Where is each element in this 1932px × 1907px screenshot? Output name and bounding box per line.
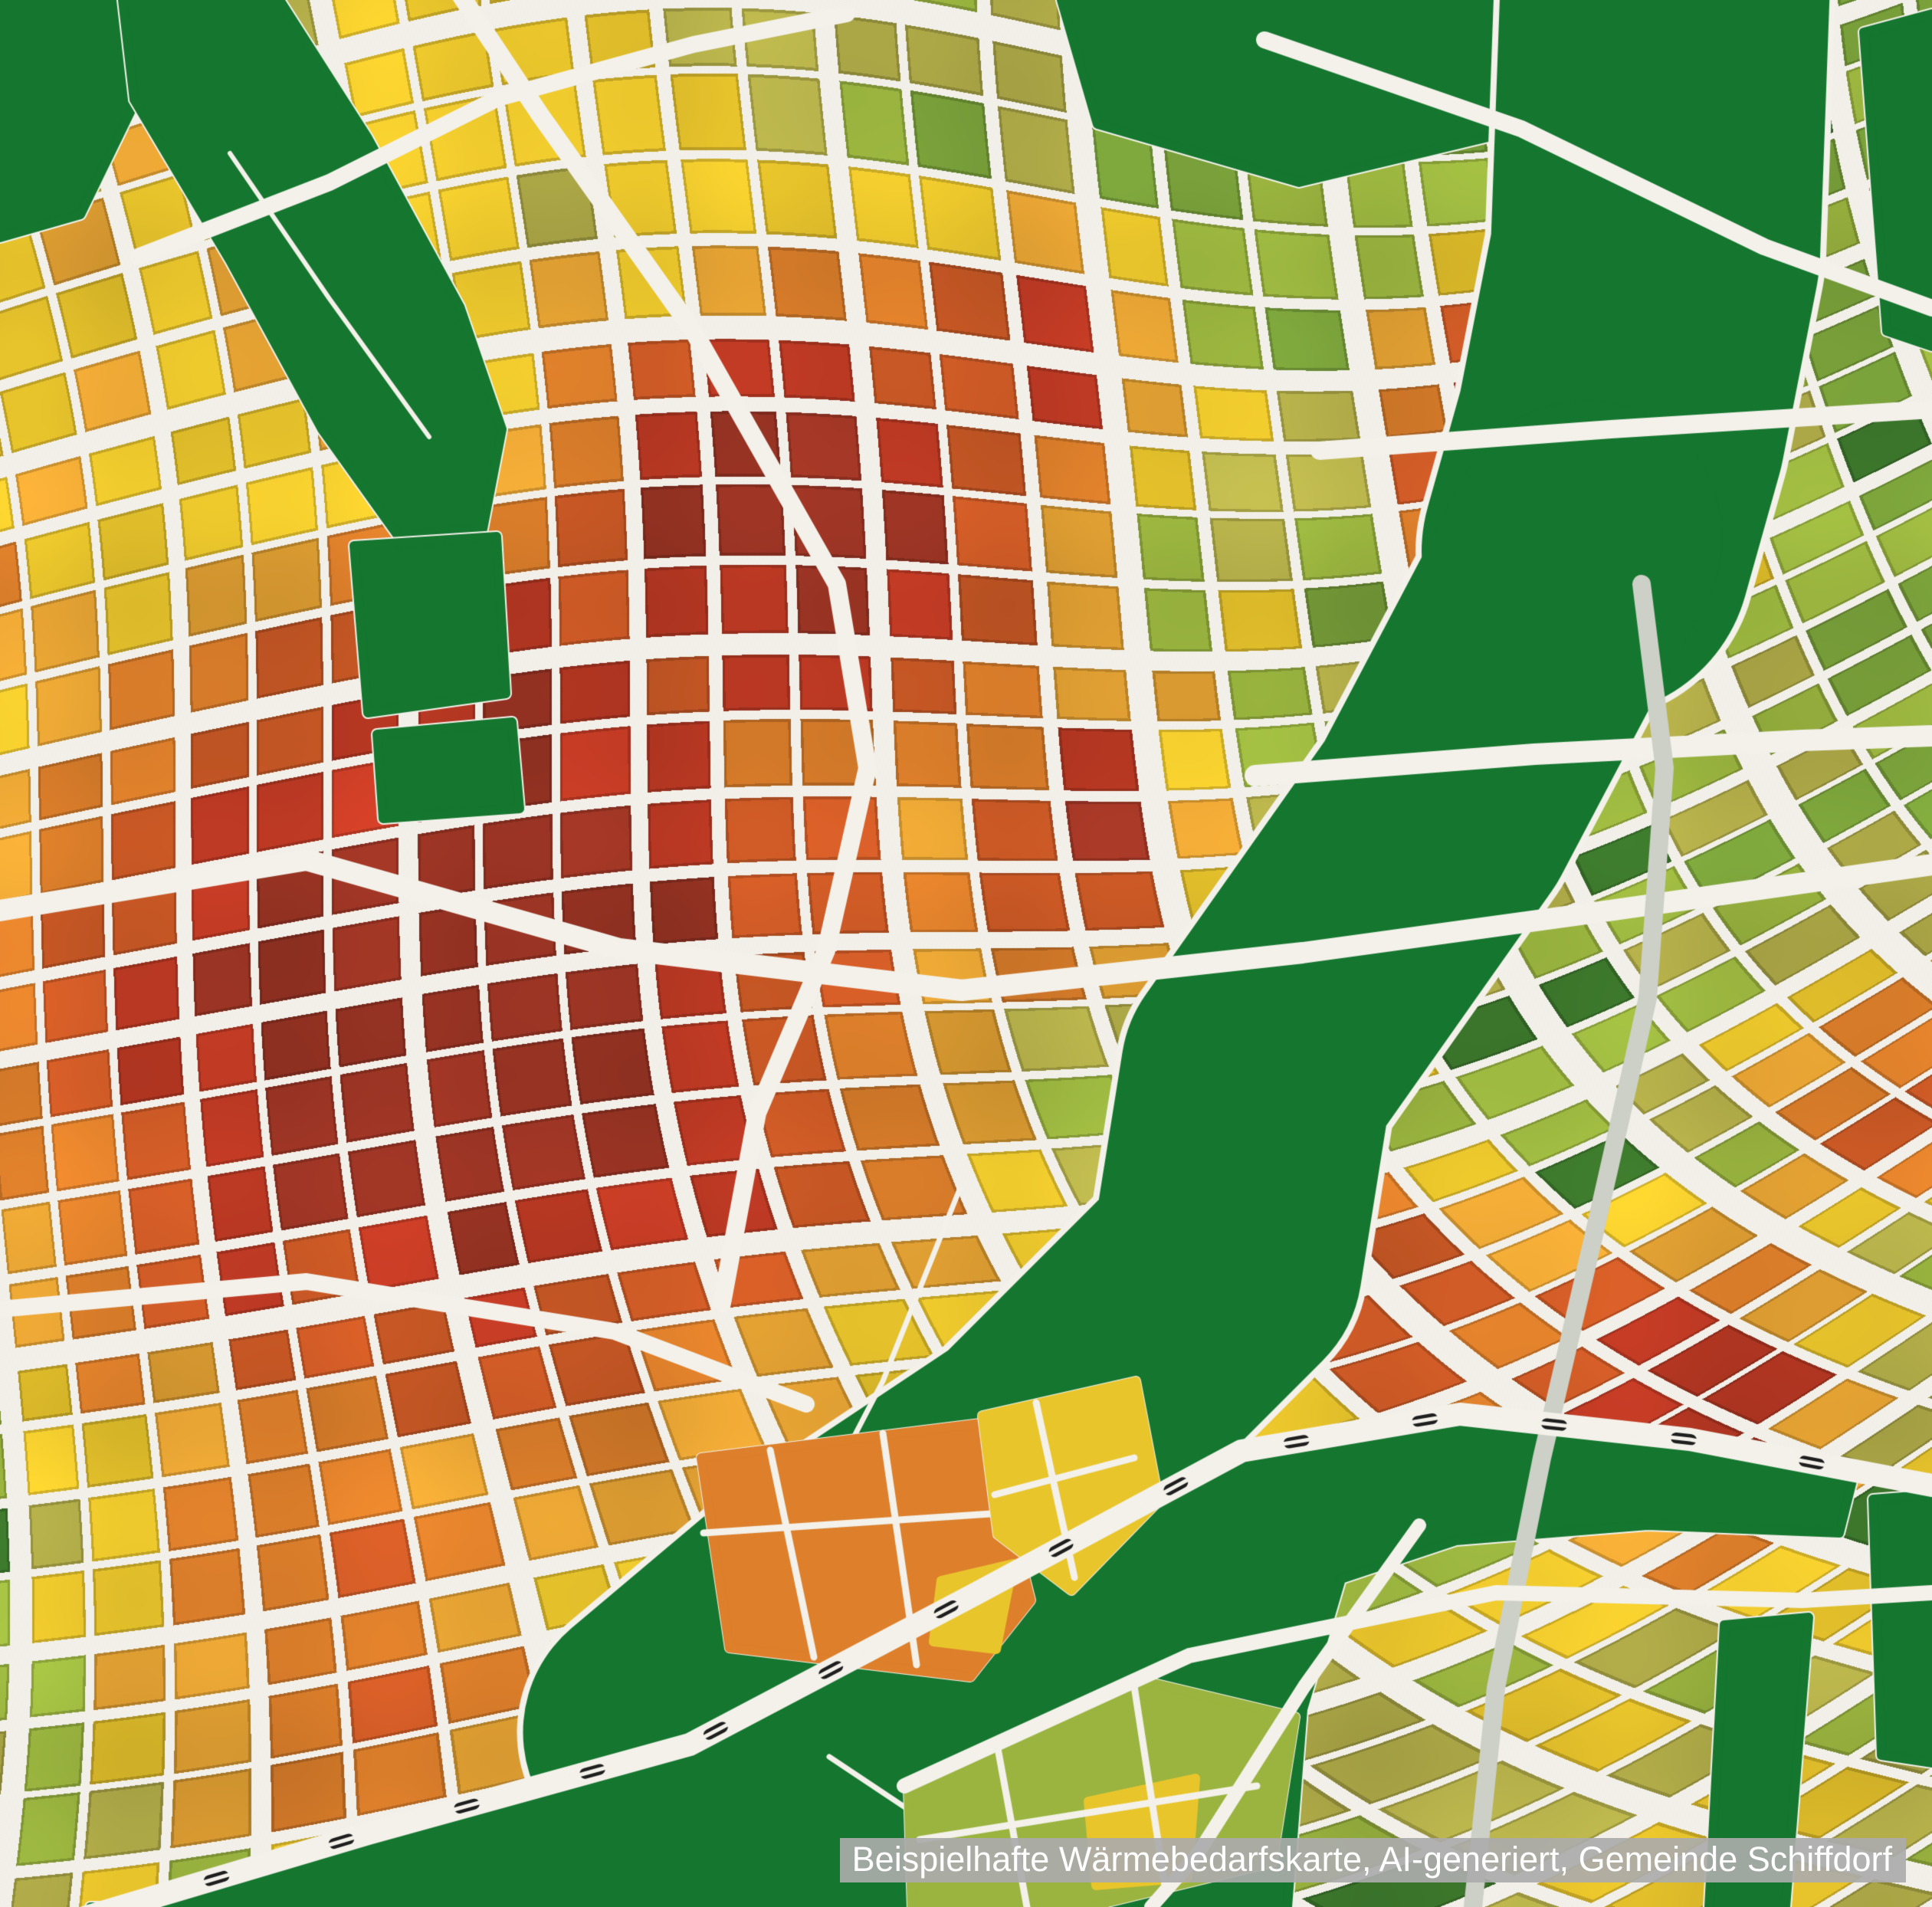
map-caption-text: Beispielhafte Wärmebedarfskarte, AI-gene… [851,1840,1892,1879]
map-caption: Beispielhafte Wärmebedarfskarte, AI-gene… [839,1838,1906,1882]
